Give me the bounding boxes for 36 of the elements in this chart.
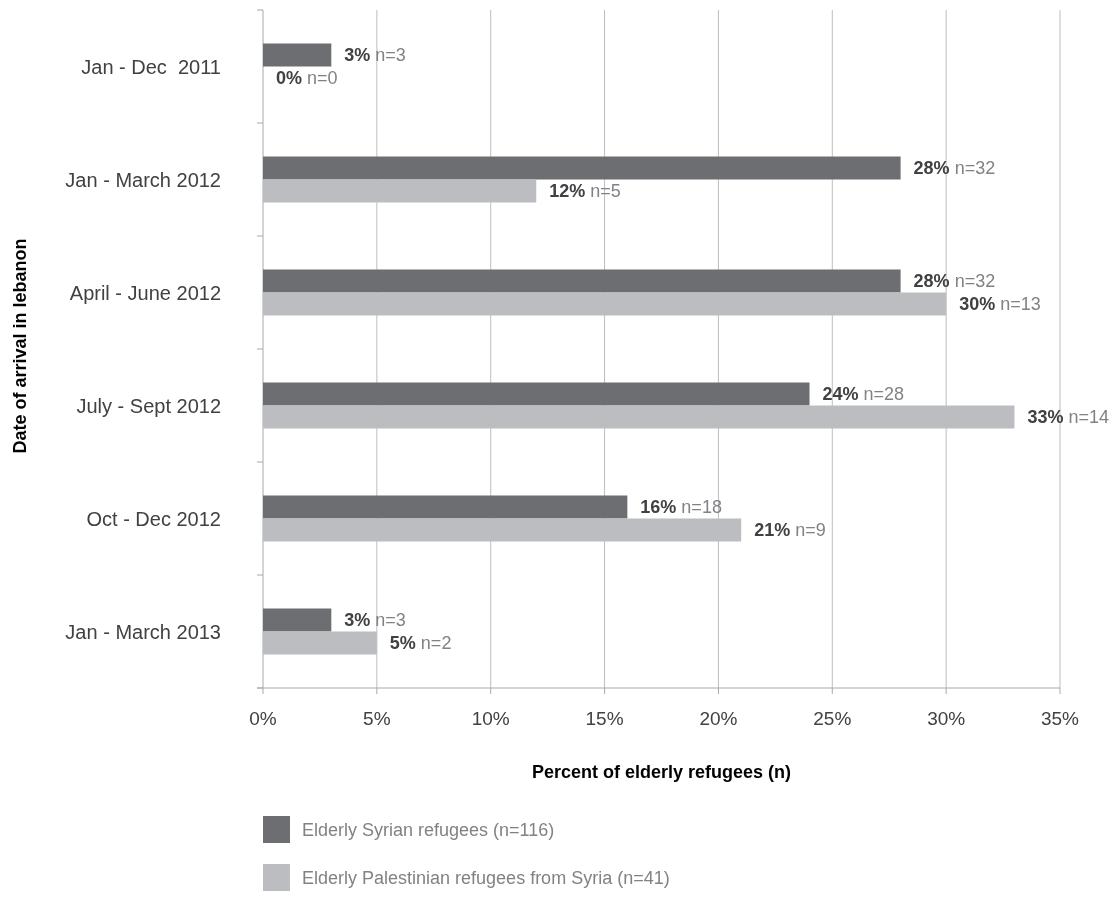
bar <box>263 269 901 293</box>
y-tick-label: Jan - March 2013 <box>65 620 221 643</box>
data-label: 21% n=9 <box>754 520 826 540</box>
bar <box>263 43 332 67</box>
y-tick-label: Jan - March 2012 <box>65 168 221 191</box>
x-tick-label: 30% <box>927 707 966 729</box>
x-axis-title: Percent of elderly refugees (n) <box>531 762 792 782</box>
x-tick-label: 15% <box>585 707 624 729</box>
x-tick-label: 20% <box>699 707 738 729</box>
data-label: 28% n=32 <box>913 271 996 291</box>
bar <box>263 382 810 406</box>
x-tick-label: 0% <box>249 707 277 729</box>
data-label: 24% n=28 <box>822 384 905 404</box>
y-tick-label: April - June 2012 <box>69 281 221 304</box>
y-tick-label: Jan - Dec 2011 <box>81 55 221 78</box>
x-tick-label: 35% <box>1040 707 1080 729</box>
x-tick-label: 25% <box>813 707 852 729</box>
data-label: 3% n=3 <box>344 610 406 630</box>
data-label: 28% n=32 <box>913 158 996 178</box>
data-label: 12% n=5 <box>549 181 621 201</box>
y-tick-label: July - Sept 2012 <box>76 394 221 417</box>
bar <box>263 608 332 632</box>
bar <box>263 495 628 519</box>
data-label: 3% n=3 <box>344 45 406 65</box>
data-label: 33% n=14 <box>1027 407 1110 427</box>
y-axis-title: Date of arrival in lebanon <box>10 238 30 454</box>
y-tick-label: Oct - Dec 2012 <box>86 507 221 530</box>
data-label: 0% n=0 <box>276 68 338 88</box>
x-tick-label: 10% <box>471 707 510 729</box>
data-label: 30% n=13 <box>959 294 1041 314</box>
legend-label: Elderly Syrian refugees (n=116) <box>302 820 555 840</box>
data-label: 16% n=18 <box>640 497 722 517</box>
bar <box>263 156 901 180</box>
x-tick-label: 5% <box>363 707 391 729</box>
data-label: 5% n=2 <box>389 633 452 653</box>
legend-label: Elderly Palestinian refugees from Syria (n=41) <box>302 868 670 888</box>
